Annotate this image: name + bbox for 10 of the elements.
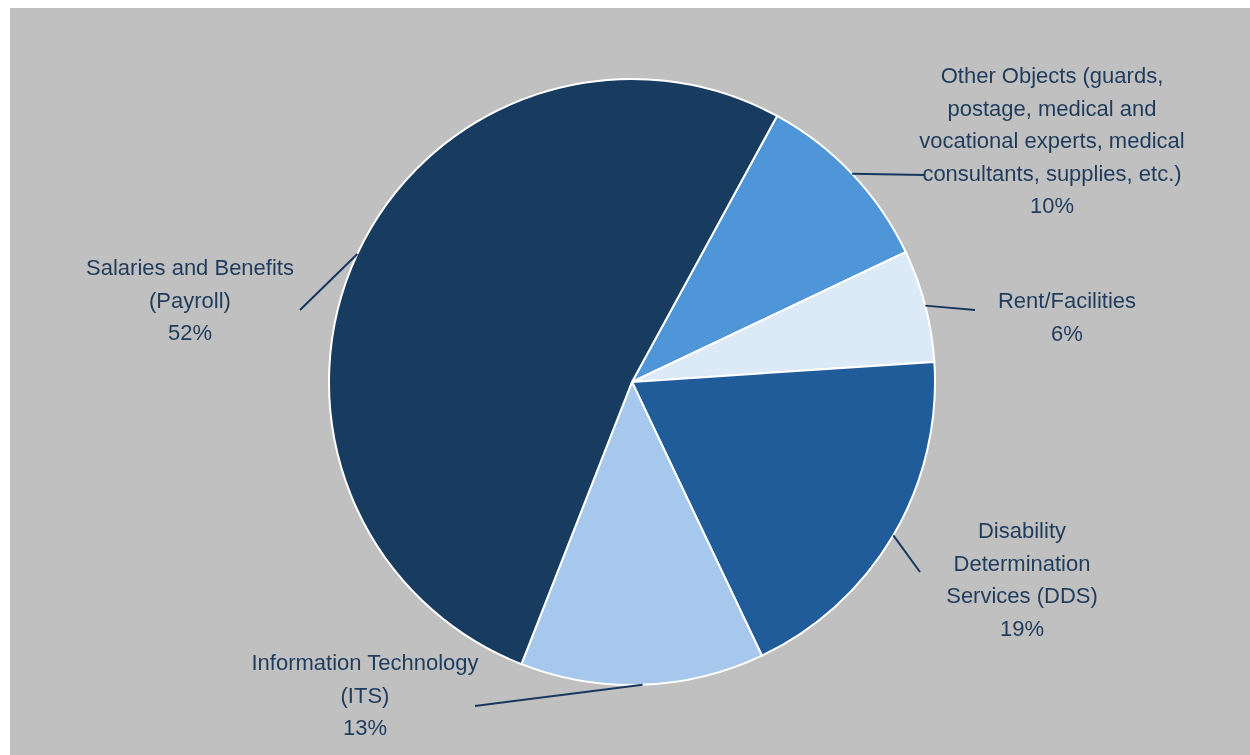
data-label: 10%: [1029, 193, 1075, 218]
slice-label: Rent/Facilities: [997, 288, 1137, 313]
data-label: 52%: [167, 320, 213, 345]
data-label: 6%: [1051, 320, 1083, 346]
slice-label: Information Technology (ITS): [251, 650, 479, 708]
slice-label: Other Objects (guards, postage, medical and vocational experts, medical consultants, supplies, etc.): [919, 63, 1185, 186]
data-label: 19%: [999, 615, 1045, 641]
data-label: 13%: [342, 715, 388, 740]
slice-label: Salaries and Benefits (Payroll): [86, 255, 294, 313]
slice-label: Disability Determination Services (DDS): [946, 518, 1098, 608]
